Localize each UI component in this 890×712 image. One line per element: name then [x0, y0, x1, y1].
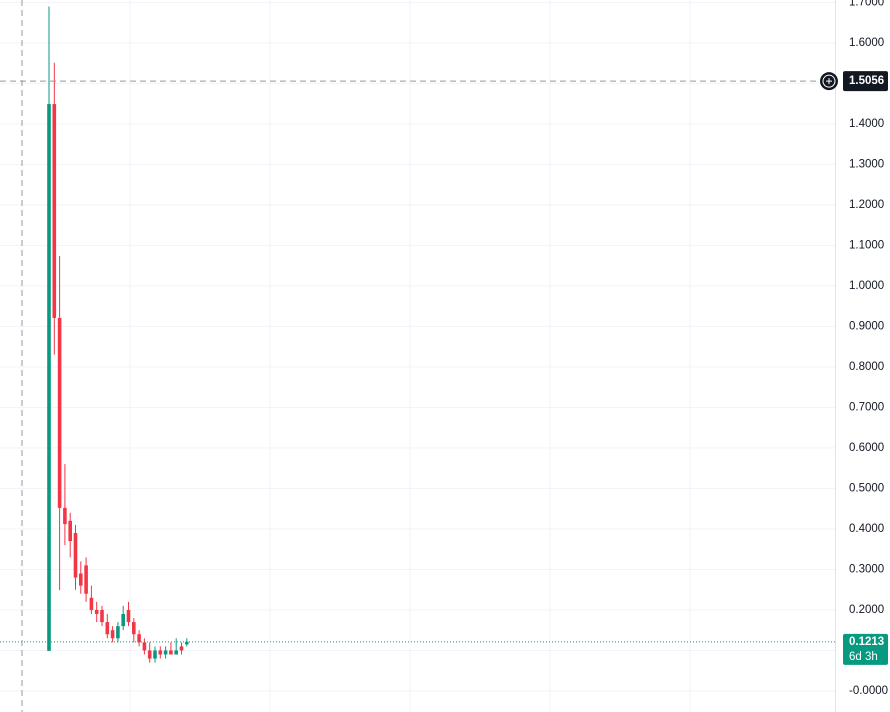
y-tick-label: 0.7000	[849, 401, 884, 413]
y-tick-label: 1.7000	[849, 0, 884, 8]
candle-body	[116, 626, 120, 639]
y-tick-label: 0.6000	[849, 442, 884, 454]
candle-body	[121, 613, 125, 627]
candle-body	[100, 609, 104, 623]
candle-body	[89, 597, 94, 610]
y-tick-label: 0.4000	[849, 523, 884, 535]
y-tick-label: 0.2000	[849, 604, 884, 616]
y-tick-label: 1.6000	[849, 37, 884, 49]
candle-body	[169, 650, 173, 655]
candle-body	[163, 650, 168, 655]
candle-body	[94, 609, 99, 614]
candle-body	[84, 565, 88, 594]
y-tick-label: 0.5000	[849, 482, 884, 494]
candle-body	[79, 573, 83, 586]
candle-body	[153, 650, 157, 659]
candle-body	[63, 507, 67, 525]
last-price-label: 0.1213	[849, 636, 884, 648]
y-tick-label: 1.0000	[849, 280, 884, 292]
candle-body	[158, 650, 163, 655]
candle-body	[47, 104, 51, 651]
crosshair-label: 1.5056	[849, 75, 884, 87]
y-tick-label: 1.4000	[849, 118, 884, 130]
y-tick-label: 0.3000	[849, 563, 884, 575]
y-tick-label: 1.3000	[849, 158, 884, 170]
candle-body	[142, 642, 147, 651]
candle-body	[68, 520, 72, 542]
add-alert-ring	[822, 74, 836, 88]
candle-body	[185, 641, 189, 645]
y-tick-label: -0.0000	[849, 685, 888, 697]
candle-body	[126, 609, 131, 623]
candle-body	[137, 634, 141, 643]
candle-body	[110, 630, 115, 639]
candle-body	[57, 317, 62, 508]
candle-body	[132, 622, 136, 635]
y-tick-label: 1.1000	[849, 239, 884, 251]
candle-body	[174, 650, 178, 655]
candle-body	[105, 622, 110, 635]
add-alert-plus	[826, 78, 832, 85]
y-tick-label: 0.8000	[849, 361, 884, 373]
crosshair-box	[843, 71, 888, 92]
y-tick-label: 0.9000	[849, 320, 884, 332]
candle-body	[73, 532, 78, 578]
countdown-label: 6d 3h	[849, 651, 878, 663]
candle-body	[179, 646, 184, 651]
candle-body	[147, 650, 152, 659]
last-price-box	[843, 633, 888, 665]
candle-body	[52, 104, 57, 318]
y-tick-label: 1.2000	[849, 199, 884, 211]
